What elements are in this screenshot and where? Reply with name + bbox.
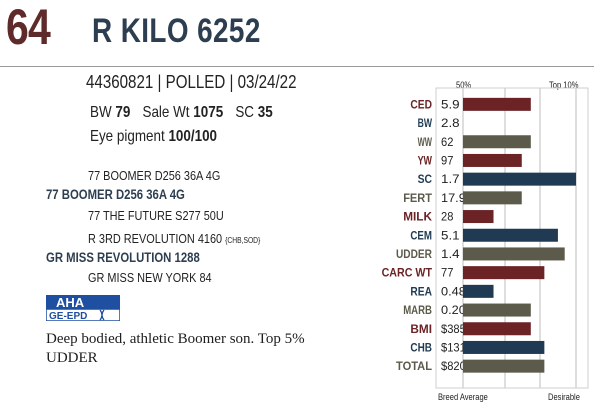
epd-bar bbox=[463, 210, 494, 224]
epd-bar bbox=[463, 135, 531, 149]
epd-trait-label: BMI bbox=[410, 322, 432, 336]
chart-frame bbox=[435, 87, 589, 389]
pedigree-sire-sire: 77 BOOMER D256 36A 4G bbox=[88, 168, 221, 183]
epd-trait-label: FERT bbox=[403, 191, 432, 205]
epd-trait-label: BW bbox=[418, 116, 433, 130]
pedigree-sire: 77 BOOMER D256 36A 4G bbox=[46, 187, 185, 202]
eye-pigment-line: Eye pigment 100/100 bbox=[90, 128, 217, 146]
stats-line: BW 79 Sale Wt 1075 SC 35 bbox=[90, 104, 273, 122]
pedigree-dam: GR MISS REVOLUTION 1288 bbox=[46, 250, 200, 265]
epd-bar bbox=[463, 247, 565, 261]
epd-trait-label: REA bbox=[410, 284, 432, 298]
eye-pigment-value: 100/100 bbox=[168, 128, 218, 145]
eye-pigment-label: Eye pigment bbox=[90, 128, 165, 145]
epd-trait-label: CHB bbox=[410, 340, 432, 354]
epd-bar bbox=[463, 172, 576, 186]
epd-value: $131 bbox=[441, 340, 466, 354]
epd-bar bbox=[463, 266, 545, 280]
epd-bar bbox=[463, 191, 522, 205]
aha-ge-epd-logo: AHA GE-EPD bbox=[46, 295, 120, 321]
logo-bottom-text: GE-EPD bbox=[49, 311, 87, 321]
pedigree-sire-dam: 77 THE FUTURE S277 50U bbox=[88, 208, 224, 223]
epd-trait-label: CED bbox=[410, 97, 432, 111]
epd-value: 1.7 bbox=[441, 172, 460, 186]
epd-value: 77 bbox=[441, 266, 454, 280]
epd-trait-label: SC bbox=[418, 172, 433, 186]
sc-value: 35 bbox=[257, 104, 273, 121]
sale-comment: Deep bodied, athletic Boomer son. Top 5%… bbox=[46, 331, 305, 366]
epd-trait-label: YW bbox=[418, 153, 433, 167]
chart-top-right-label: Top 10% bbox=[549, 80, 579, 90]
registration-number: 44360821 bbox=[86, 72, 154, 92]
epd-value: 1.4 bbox=[441, 247, 460, 261]
epd-trait-label: CARC WT bbox=[382, 266, 433, 280]
polled-status: POLLED bbox=[165, 72, 226, 92]
epd-trait-label: WW bbox=[418, 135, 433, 149]
epd-value: 5.9 bbox=[441, 97, 460, 111]
sale-wt-value: 1075 bbox=[193, 104, 224, 121]
pedigree-dam-dam: GR MISS NEW YORK 84 bbox=[88, 270, 212, 285]
epd-value: 97 bbox=[441, 153, 454, 167]
epd-bar bbox=[463, 153, 522, 167]
epd-bar bbox=[463, 340, 545, 354]
pedigree-dam-sire-suffix: {CHB,SOD} bbox=[225, 236, 261, 245]
epd-value: 5.1 bbox=[441, 228, 460, 242]
logo-top-text: AHA bbox=[56, 295, 85, 310]
epd-trait-label: TOTAL bbox=[396, 359, 432, 373]
birth-date: 03/24/22 bbox=[237, 72, 297, 92]
header-divider bbox=[0, 66, 594, 67]
chart-top-left-label: 50% bbox=[456, 80, 472, 90]
epd-bar bbox=[463, 97, 531, 111]
lot-number: 64 bbox=[6, 0, 51, 55]
epd-trait-label: CEM bbox=[410, 228, 432, 242]
bw-value: 79 bbox=[115, 104, 131, 121]
epd-bar bbox=[463, 322, 531, 336]
bw-label: BW bbox=[90, 104, 112, 121]
epd-trait-label: UDDER bbox=[396, 247, 432, 261]
epd-bar bbox=[463, 359, 545, 373]
epd-value: $820 bbox=[441, 359, 466, 373]
chart-bottom-right-label: Desirable bbox=[548, 392, 580, 402]
sale-wt-label: Sale Wt bbox=[142, 104, 190, 121]
pedigree-dam-sire-name: R 3RD REVOLUTION 4160 bbox=[88, 231, 223, 246]
epd-value: 2.8 bbox=[441, 116, 460, 130]
epd-value: 62 bbox=[441, 135, 454, 149]
animal-name: R KILO 6252 bbox=[92, 12, 261, 50]
epd-value: 28 bbox=[441, 210, 454, 224]
epd-value: $385 bbox=[441, 322, 466, 336]
epd-trait-label: MILK bbox=[403, 210, 432, 224]
epd-bar bbox=[463, 303, 531, 317]
epd-trait-label: MARB bbox=[403, 303, 432, 317]
epd-value: 17.9 bbox=[441, 191, 466, 205]
epd-value: 0.48 bbox=[441, 284, 466, 298]
epd-bar bbox=[463, 284, 494, 298]
id-line: 44360821 | POLLED | 03/24/22 bbox=[86, 72, 297, 92]
chart-bottom-left-label: Breed Average bbox=[438, 392, 488, 402]
pedigree-dam-sire: R 3RD REVOLUTION 4160 {CHB,SOD} bbox=[88, 231, 260, 246]
epd-bar bbox=[463, 228, 558, 242]
epd-value: 0.20 bbox=[441, 303, 466, 317]
sc-label: SC bbox=[235, 104, 254, 121]
